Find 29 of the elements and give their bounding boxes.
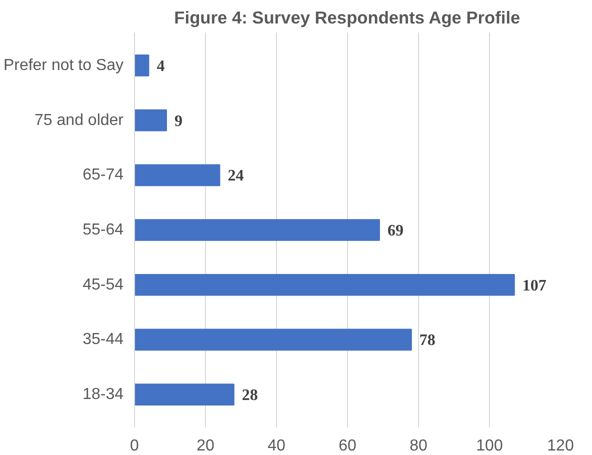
bar	[134, 384, 234, 406]
x-tick-label: 0	[130, 438, 140, 454]
y-tick-label: 18-34	[82, 386, 124, 404]
bar	[134, 109, 167, 132]
chart-title: Figure 4: Survey Respondents Age Profile	[174, 8, 521, 28]
x-tick-label: 40	[268, 438, 286, 454]
data-label: 4	[156, 58, 165, 75]
y-tick-label: Prefer not to Say	[3, 56, 124, 74]
bar	[134, 54, 150, 76]
bar	[134, 328, 412, 351]
x-tick-label: 120	[547, 438, 574, 454]
data-label: 107	[522, 277, 546, 294]
x-tick-label: 80	[410, 438, 428, 454]
x-tick-label: 60	[338, 438, 356, 454]
y-tick-label: 45-54	[82, 276, 124, 294]
data-label: 28	[242, 387, 258, 404]
data-label: 78	[419, 332, 436, 350]
x-tick-label: 100	[476, 438, 503, 454]
bar	[134, 219, 380, 241]
data-label: 69	[387, 222, 404, 240]
y-tick-label: 35-44	[82, 331, 124, 348]
data-label: 24	[228, 168, 244, 185]
x-tick-label: 20	[196, 438, 214, 454]
bar	[134, 164, 220, 186]
bar	[134, 274, 515, 296]
y-tick-label: 55-64	[82, 222, 124, 238]
y-tick-label: 65-74	[82, 166, 124, 184]
data-label: 9	[174, 112, 182, 130]
y-tick-label: 75 and older	[34, 112, 124, 129]
